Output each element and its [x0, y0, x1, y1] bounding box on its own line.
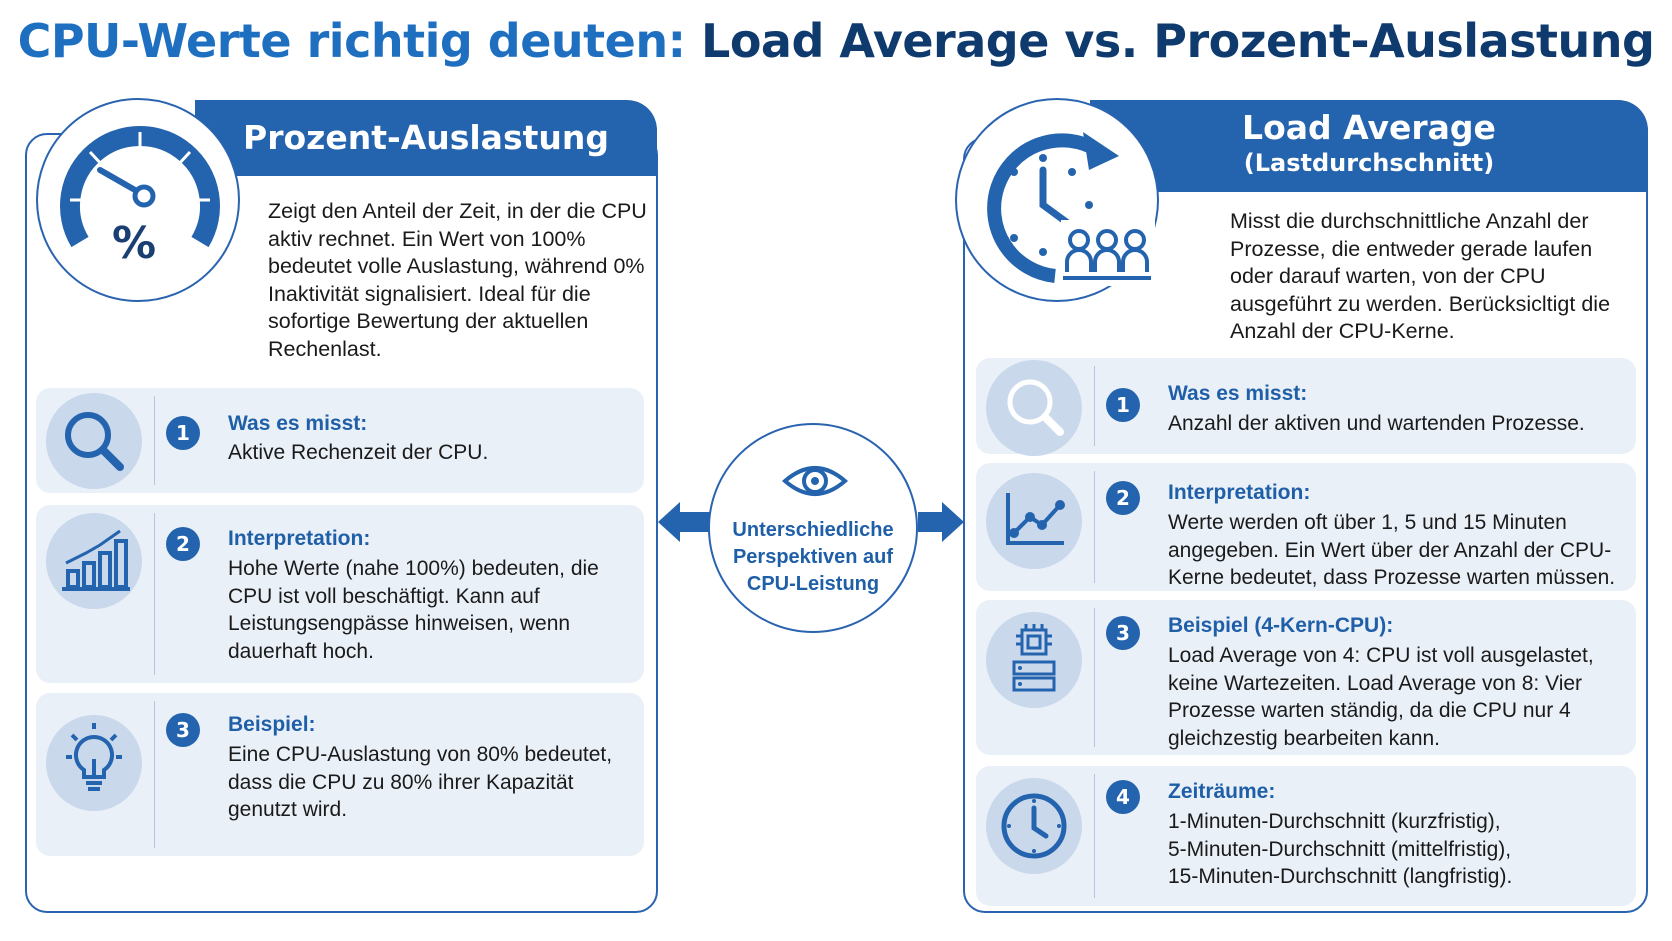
right-card-1: 1 Was es misst: Anzahl der aktiven und w…	[976, 358, 1636, 456]
gauge-percent-symbol: %	[112, 218, 156, 269]
step-number: 1	[1106, 388, 1140, 422]
right-header-title: Load Average	[1242, 108, 1496, 147]
lightbulb-icon	[46, 715, 142, 811]
center-text: Unterschiedliche Perspektiven auf CPU-Le…	[732, 519, 894, 595]
line-chart-icon	[986, 473, 1082, 569]
bar-chart-icon	[46, 513, 142, 609]
card-title: Was es misst:	[228, 412, 368, 435]
timeframe-line: 1-Minuten-Durchschnitt (kurzfristig),	[1168, 810, 1501, 833]
card-divider	[1094, 608, 1095, 747]
magnifier-icon	[986, 360, 1082, 456]
step-number: 3	[166, 713, 200, 747]
title-part2: Load Average vs. Prozent-Auslastung	[701, 14, 1655, 68]
card-text: Hohe Werte (nahe 100%) bedeuten, die CPU…	[228, 557, 599, 663]
card-text: 1-Minuten-Durchschnitt (kurzfristig), 5-…	[1168, 808, 1628, 891]
step-number: 3	[1106, 616, 1140, 650]
card-text: Anzahl der aktiven und wartenden Prozess…	[1168, 412, 1585, 435]
left-card-3: 3 Beispiel: Eine CPU-Auslastung von 80% …	[36, 693, 644, 856]
card-text: Werte werden oft über 1, 5 und 15 Minute…	[1168, 511, 1616, 589]
magnifier-icon	[46, 393, 142, 489]
left-header: Prozent-Auslastung	[195, 100, 657, 176]
left-intro: Zeigt den Anteil der Zeit, in der die CP…	[268, 199, 647, 361]
right-intro: Misst die durchschnittliche Anzahl der P…	[1230, 209, 1611, 343]
step-number: 4	[1106, 780, 1140, 814]
title-part1: CPU-Werte richtig deuten:	[17, 14, 686, 68]
card-divider	[1094, 471, 1095, 583]
right-header: Load Average (Lastdurchschnitt)	[1090, 100, 1648, 192]
right-card-2: 2 Interpretation: Werte werden oft über …	[976, 463, 1636, 591]
timeframe-line: 5-Minuten-Durchschnitt (mittelfristig),	[1168, 837, 1512, 861]
card-title: Interpretation:	[228, 527, 371, 550]
clock-icon	[986, 778, 1082, 874]
card-text: Load Average von 4: CPU ist voll ausgela…	[1168, 644, 1594, 750]
left-card-2: 2 Interpretation: Hohe Werte (nahe 100%)…	[36, 505, 644, 683]
gauge-percent-icon: %	[36, 98, 240, 302]
card-divider	[154, 701, 155, 848]
arrow-left-icon	[658, 502, 710, 542]
card-title: Was es misst:	[1168, 382, 1308, 405]
timeframe-line: 15-Minuten-Durchschnitt (langfristig).	[1168, 865, 1513, 888]
right-header-subtitle: (Lastdurchschnitt)	[1243, 149, 1495, 177]
step-number: 1	[166, 416, 200, 450]
arrow-right-icon	[918, 502, 964, 542]
cpu-server-icon	[986, 612, 1082, 708]
card-text: Eine CPU-Auslastung von 80% bedeutet, da…	[228, 743, 613, 821]
card-divider	[1094, 774, 1095, 898]
card-title: Zeiträume:	[1168, 780, 1276, 803]
eye-icon	[782, 466, 848, 496]
card-text: Aktive Rechenzeit der CPU.	[228, 441, 489, 464]
page-title: CPU-Werte richtig deuten: Load Average v…	[0, 14, 1672, 68]
card-title: Interpretation:	[1168, 481, 1311, 504]
card-divider	[154, 396, 155, 485]
card-title: Beispiel:	[228, 713, 316, 736]
step-number: 2	[166, 527, 200, 561]
clock-people-icon	[955, 98, 1159, 302]
card-divider	[154, 513, 155, 675]
right-card-3: 3 Beispiel (4-Kern-CPU): Load Average vo…	[976, 600, 1636, 755]
left-card-1: 1 Was es misst: Aktive Rechenzeit der CP…	[36, 388, 644, 493]
card-title: Beispiel (4-Kern-CPU):	[1168, 614, 1394, 637]
step-number: 2	[1106, 481, 1140, 515]
card-divider	[1094, 366, 1095, 446]
right-card-4: 4 Zeiträume: 1-Minuten-Durchschnitt (kur…	[976, 766, 1636, 906]
center-circle: Unterschiedliche Perspektiven auf CPU-Le…	[708, 423, 918, 633]
